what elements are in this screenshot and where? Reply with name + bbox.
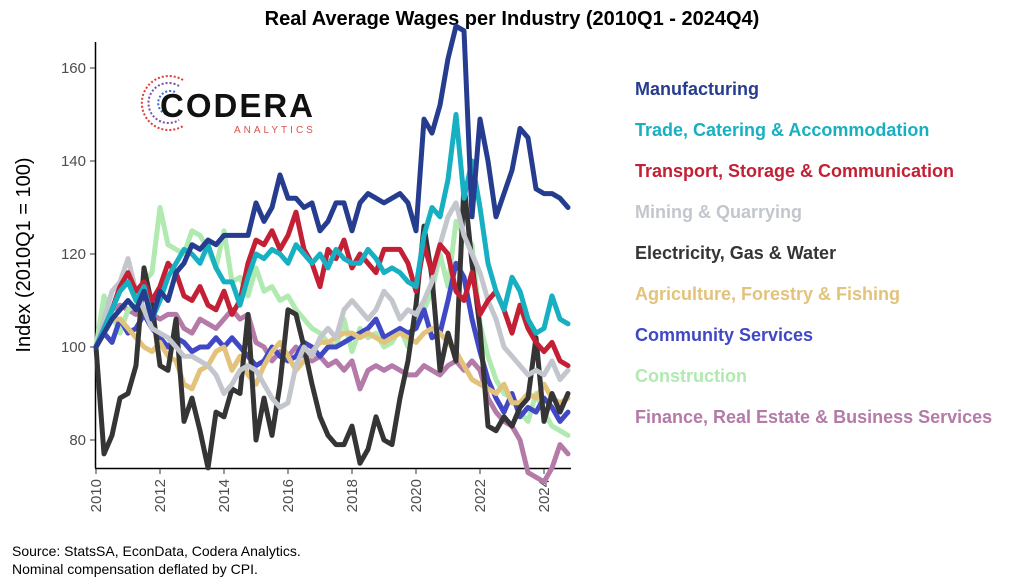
series-line-manufacturing (93, 23, 571, 350)
y-axis-label: Index (2010Q1 = 100) (13, 157, 35, 352)
series-line-trade-catering-accommodation (93, 112, 571, 350)
y-tick-label: 100 (61, 339, 86, 356)
legend-item-electricity-gas-water: Electricity, Gas & Water (635, 243, 836, 263)
logo-mark-icon (140, 75, 184, 131)
y-tick-label: 120 (61, 246, 86, 263)
logo-name: CODERA (160, 87, 315, 124)
source-note: Source: StatsSA, EconData, Codera Analyt… (12, 543, 301, 559)
y-tick-label: 80 (69, 432, 86, 449)
legend-item-agriculture-forestry-fishing: Agriculture, Forestry & Fishing (635, 284, 900, 304)
series-line-finance-real-estate-business-services (93, 302, 571, 485)
legend-item-manufacturing: Manufacturing (635, 79, 759, 99)
x-tick-label: 2022 (472, 479, 489, 512)
x-axis-ticks: 2010 2012 2014 2016 2018 2020 2022 2024 (88, 469, 553, 512)
x-tick-label: 2018 (344, 479, 361, 512)
x-tick-label: 2010 (88, 479, 105, 512)
legend: Manufacturing Trade, Catering & Accommoda… (635, 79, 992, 427)
deflator-note: Nominal compensation deflated by CPI. (12, 561, 258, 577)
codera-logo: CODERA ANALYTICS (140, 75, 316, 136)
y-tick-label: 140 (61, 153, 86, 170)
legend-item-trade-catering-accommodation: Trade, Catering & Accommodation (635, 120, 929, 140)
chart-title: Real Average Wages per Industry (2010Q1 … (265, 8, 760, 30)
legend-item-mining-quarrying: Mining & Quarrying (635, 202, 802, 222)
legend-item-construction: Construction (635, 366, 747, 386)
series-line-agriculture-forestry-fishing (93, 316, 571, 406)
y-tick-label: 160 (61, 60, 86, 77)
legend-item-transport-storage-communication: Transport, Storage & Communication (635, 161, 954, 181)
legend-item-finance-real-estate-business-services: Finance, Real Estate & Business Services (635, 407, 992, 427)
x-tick-label: 2012 (152, 479, 169, 512)
series-line-electricity-gas-water (93, 181, 571, 471)
x-tick-label: 2024 (536, 479, 553, 512)
x-tick-label: 2020 (408, 479, 425, 512)
series-line-mining-quarrying (93, 200, 571, 410)
legend-item-community-services: Community Services (635, 325, 813, 345)
logo-subtitle: ANALYTICS (234, 125, 316, 136)
plot-area (93, 23, 571, 485)
x-tick-label: 2016 (280, 479, 297, 512)
x-tick-label: 2014 (216, 479, 233, 512)
y-axis-ticks: 80 100 120 140 160 (61, 60, 95, 449)
